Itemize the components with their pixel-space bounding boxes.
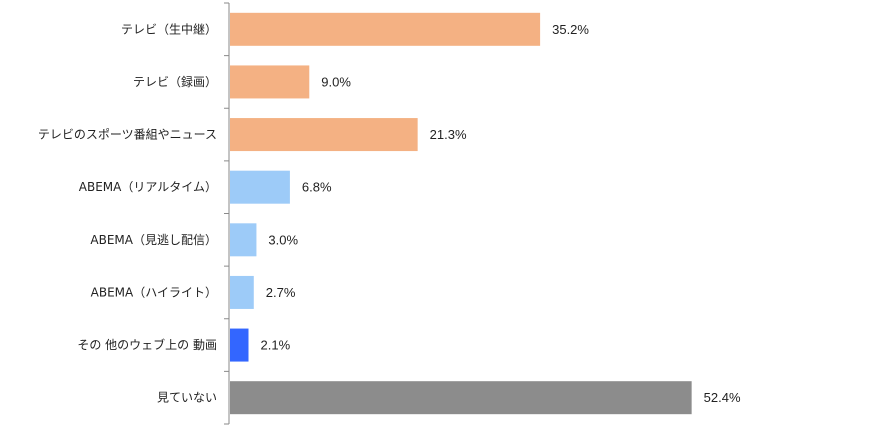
bar <box>230 328 249 362</box>
value-label: 2.7% <box>266 285 296 300</box>
category-label: テレビ（生中継） <box>121 21 217 36</box>
category-label: テレビのスポーツ番組やニュース <box>38 128 217 142</box>
value-label: 9.0% <box>321 74 351 89</box>
bar <box>230 12 541 46</box>
value-labels: 35.2% 9.0% 21.3% 6.8% 3.0% 2.7% 2.1% 52.4% <box>261 22 741 405</box>
category-label: テレビ（録画） <box>133 74 217 89</box>
value-label: 35.2% <box>552 22 589 37</box>
category-label: ABEMA（リアルタイム） <box>79 180 217 194</box>
value-label: 52.4% <box>704 390 741 405</box>
bar <box>230 170 290 204</box>
category-label: ABEMA（ハイライト） <box>91 285 217 299</box>
bar <box>230 223 257 257</box>
bar <box>230 275 254 309</box>
category-label: 見ていない <box>157 391 217 405</box>
category-axis-ticks <box>224 2 229 425</box>
value-label: 2.1% <box>261 338 291 353</box>
category-labels: テレビ（生中継） テレビ（録画） テレビのスポーツ番組やニュース ABEMA（リアルタ… <box>38 21 217 404</box>
category-label: ABEMA（見逃し配信） <box>90 233 217 247</box>
bar <box>230 381 692 415</box>
value-label: 3.0% <box>268 232 298 247</box>
category-label: その 他のウェブ上の 動画 <box>77 337 217 352</box>
bars <box>230 12 692 415</box>
value-label: 6.8% <box>302 180 332 195</box>
value-label: 21.3% <box>430 127 467 142</box>
bar <box>230 65 310 99</box>
bar <box>230 118 418 152</box>
